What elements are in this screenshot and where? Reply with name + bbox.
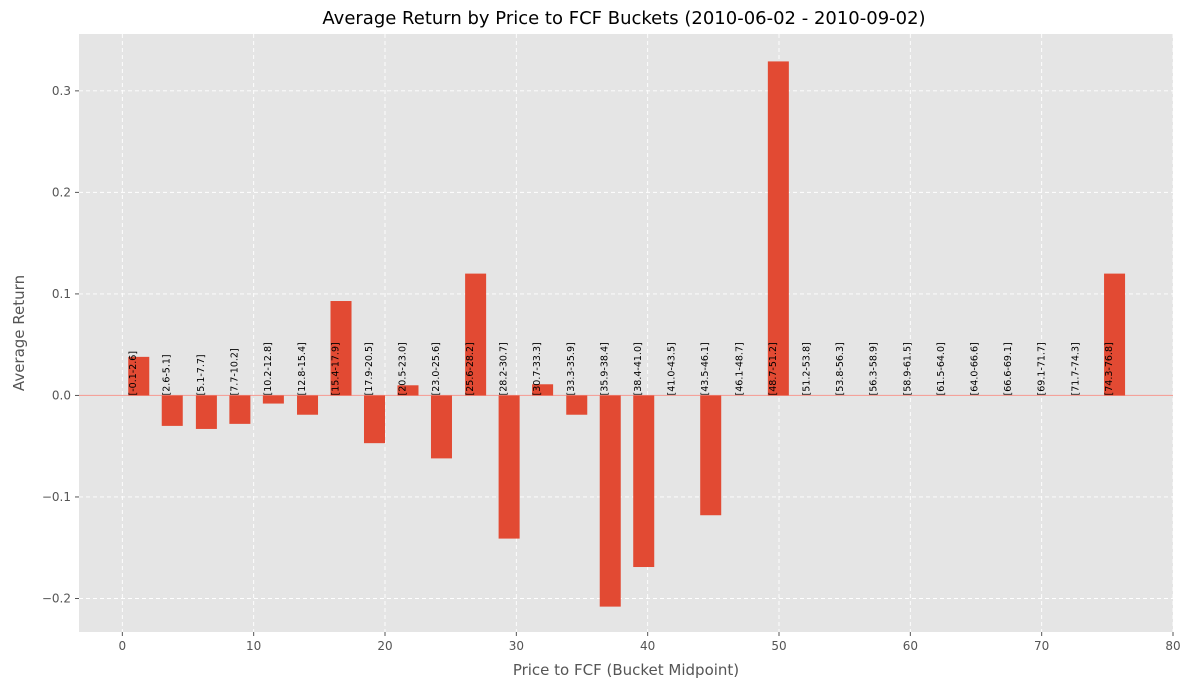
bar-label: [-0.1-2.6] <box>128 351 139 396</box>
bar-label: [66.6-69.1] <box>1003 342 1014 395</box>
x-tick-label: 0 <box>119 639 127 653</box>
bar-label: [2.6-5.1] <box>162 354 173 395</box>
bar <box>566 395 588 415</box>
x-tick-label: 40 <box>640 639 655 653</box>
bar-label: [41.0-43.5] <box>667 342 678 395</box>
x-axis-ticks: 0 10 20 30 40 50 60 70 80 <box>119 632 1181 653</box>
y-tick-label: −0.2 <box>42 591 71 605</box>
bars <box>128 61 1126 607</box>
bar <box>262 395 284 404</box>
bar-label: [10.2-12.8] <box>263 342 274 395</box>
bar-label: [69.1-71.7] <box>1036 342 1047 395</box>
y-tick-label: 0.0 <box>52 388 71 402</box>
y-tick-label: 0.3 <box>52 84 71 98</box>
bar-label: [30.7-33.3] <box>532 342 543 395</box>
bar <box>195 395 217 429</box>
bar-label: [74.3-76.8] <box>1104 342 1115 395</box>
y-tick-label: 0.1 <box>52 287 71 301</box>
bar-labels: [-0.1-2.6] [2.6-5.1] [5.1-7.7] [7.7-10.2] [1… <box>128 342 1115 395</box>
bar-label: [28.2-30.7] <box>499 342 510 395</box>
bar <box>128 356 150 396</box>
bar-label: [38.4-41.0] <box>633 342 644 395</box>
bar-label: [64.0-66.6] <box>969 342 980 395</box>
bar-label: [35.9-38.4] <box>600 342 611 395</box>
y-tick-label: −0.1 <box>42 490 71 504</box>
plot-area <box>79 34 1173 632</box>
bar-label: [53.8-56.3] <box>835 342 846 395</box>
x-tick-label: 10 <box>246 639 261 653</box>
bar-label: [58.9-61.5] <box>902 342 913 395</box>
bar-label: [7.7-10.2] <box>229 348 240 395</box>
chart-title: Average Return by Price to FCF Buckets (… <box>322 8 925 29</box>
y-axis-ticks: −0.2 −0.1 0.0 0.1 0.2 0.3 <box>42 84 79 605</box>
bar-label: [33.3-35.9] <box>566 342 577 395</box>
bar-label: [46.1-48.7] <box>734 342 745 395</box>
bar-label: [25.6-28.2] <box>465 342 476 395</box>
bar <box>161 395 183 426</box>
bar-label: [48.7-51.2] <box>768 342 779 395</box>
bar <box>1104 273 1126 396</box>
bar <box>465 273 487 396</box>
x-tick-label: 30 <box>509 639 524 653</box>
bar-label: [15.4-17.9] <box>331 342 342 395</box>
bar-label: [51.2-53.8] <box>801 342 812 395</box>
bar-label: [20.5-23.0] <box>397 342 408 395</box>
bar-label: [5.1-7.7] <box>196 354 207 395</box>
bar-label: [17.9-20.5] <box>364 342 375 395</box>
bar-label: [23.0-25.6] <box>431 342 442 395</box>
x-tick-label: 80 <box>1165 639 1180 653</box>
bar <box>430 395 452 459</box>
x-tick-label: 20 <box>377 639 392 653</box>
bar-label: [61.5-64.0] <box>936 342 947 395</box>
x-tick-label: 60 <box>903 639 918 653</box>
bar <box>767 61 789 396</box>
bar-label: [43.5-46.1] <box>700 342 711 395</box>
bar-label: [12.8-15.4] <box>297 342 308 395</box>
bar <box>330 301 352 396</box>
y-tick-label: 0.2 <box>52 185 71 199</box>
bar <box>532 384 554 396</box>
bar <box>363 395 386 444</box>
y-axis-label: Average Return <box>10 275 28 391</box>
bar <box>229 395 251 424</box>
bar <box>700 395 722 516</box>
bar-label: [56.3-58.9] <box>868 342 879 395</box>
x-axis-label: Price to FCF (Bucket Midpoint) <box>513 661 739 679</box>
x-tick-label: 70 <box>1034 639 1049 653</box>
bar <box>397 385 419 396</box>
x-tick-label: 50 <box>771 639 786 653</box>
bar <box>297 395 319 415</box>
bar <box>498 395 520 539</box>
bar-label: [71.7-74.3] <box>1071 342 1082 395</box>
bar <box>599 395 621 607</box>
bar <box>633 395 655 568</box>
